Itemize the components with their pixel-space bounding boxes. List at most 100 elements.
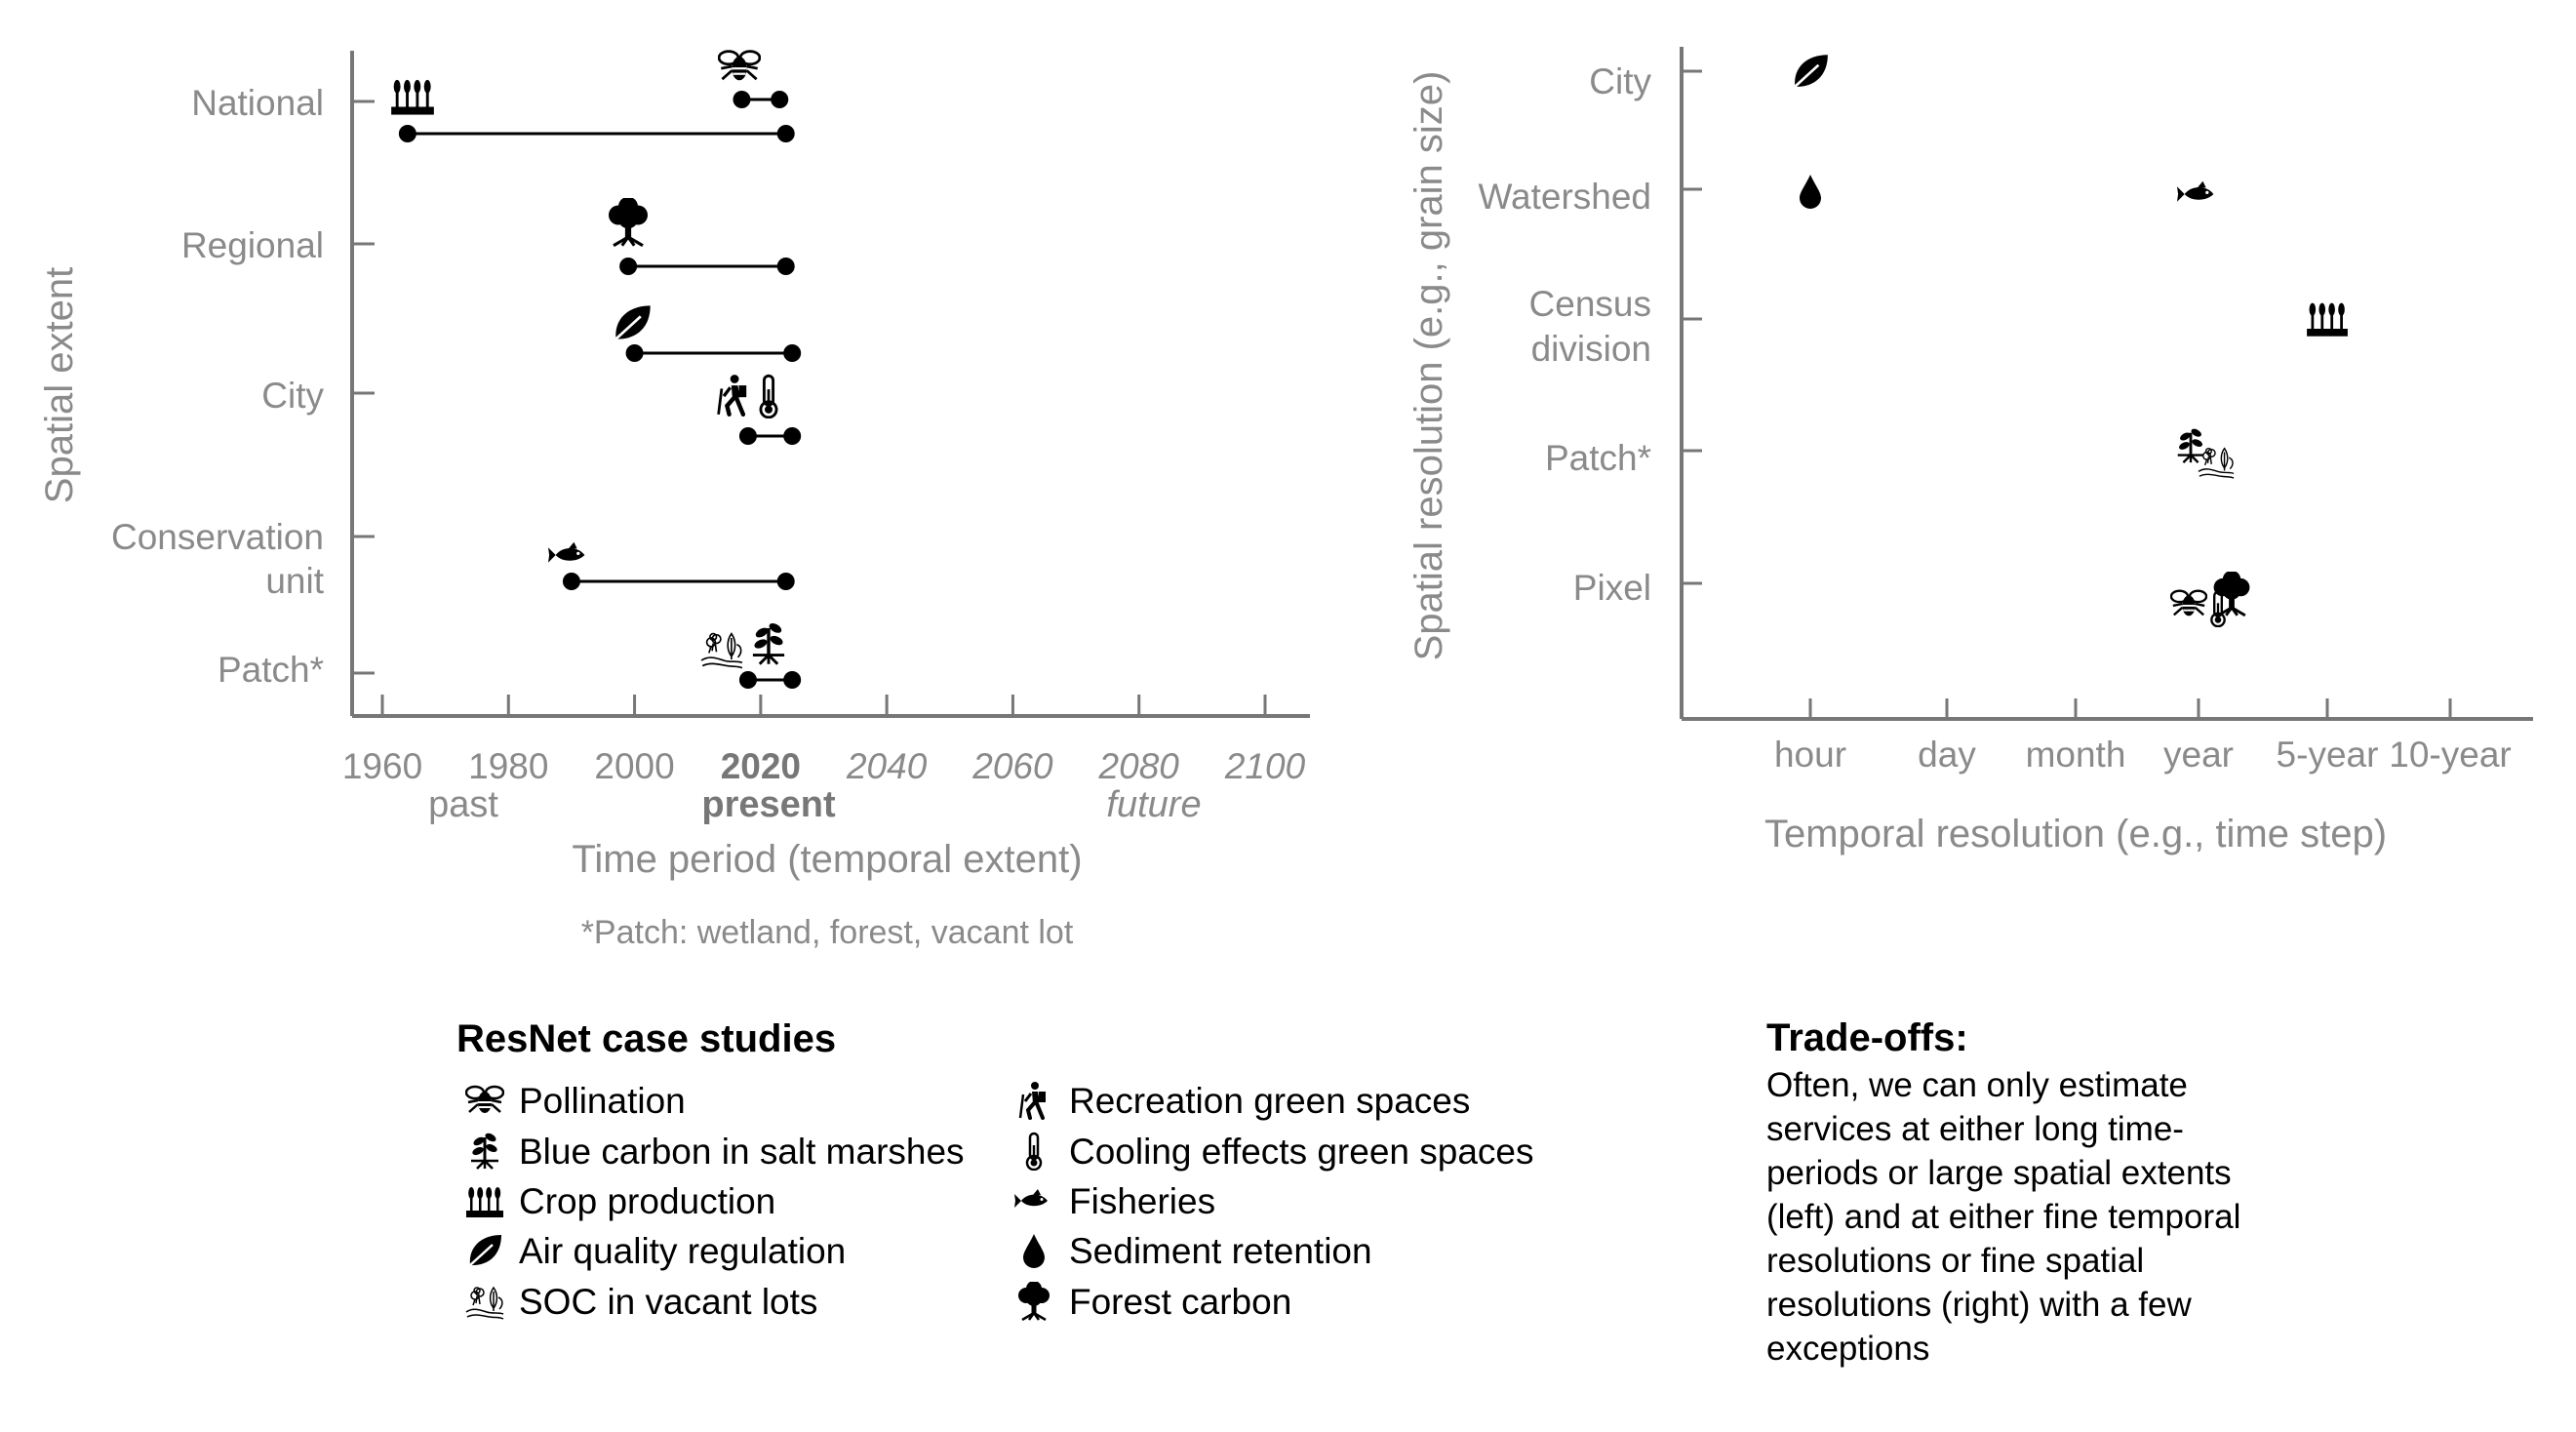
fish-icon	[548, 541, 585, 563]
leaf-icon	[1793, 53, 1830, 89]
right-x-tick-label: 10-year	[2389, 735, 2511, 775]
legend-item-label: Blue carbon in salt marshes	[519, 1132, 965, 1172]
wheat-icon	[391, 79, 434, 115]
bee-icon	[718, 50, 761, 82]
range-start-dot	[625, 344, 644, 362]
range-segment	[562, 573, 795, 590]
right-x-tick-label: 5-year	[2277, 735, 2379, 775]
tradeoffs-title: Trade-offs:	[1766, 1016, 1968, 1059]
legend-item: SOC in vacant lots	[465, 1282, 817, 1322]
left-x-tick-label: 1980	[468, 746, 548, 786]
right-x-tick-label: month	[2026, 735, 2126, 775]
left-y-tick-label: City	[261, 376, 324, 416]
legend-item-label: Cooling effects green spaces	[1069, 1132, 1534, 1172]
range-end-dot	[783, 344, 802, 362]
sprout-icon	[469, 1132, 500, 1171]
legend-item: Crop production	[466, 1181, 775, 1221]
bee-icon	[465, 1085, 504, 1115]
range-segment	[733, 91, 789, 108]
range-segment	[738, 427, 802, 445]
soil-icon	[2198, 447, 2235, 479]
thermometer-icon	[759, 374, 778, 418]
soil-icon	[700, 632, 743, 669]
range-end-dot	[783, 671, 802, 689]
sprout-icon	[751, 621, 786, 666]
range-start-dot	[738, 427, 757, 445]
range-end-dot	[776, 258, 795, 275]
right-y-axis-title: Spatial resolution (e.g., grain size)	[1407, 71, 1450, 661]
hiker-icon	[1018, 1081, 1048, 1120]
period-future: future	[1106, 784, 1201, 825]
tradeoffs-line: resolutions (right) with a few	[1766, 1286, 2192, 1324]
range-start-dot	[733, 91, 751, 108]
left-y-tick-label: Regional	[181, 225, 324, 265]
left-y-tick-label: Patch*	[218, 650, 324, 690]
tree-icon	[607, 198, 650, 247]
legend: ResNet case studies Pollination Blue carb…	[456, 1017, 1534, 1322]
legend-item: Fisheries	[1014, 1181, 1215, 1221]
left-x-tick-label: 2040	[846, 746, 928, 786]
legend-item-label: Sediment retention	[1069, 1231, 1372, 1271]
left-footnote: *Patch: wetland, forest, vacant lot	[581, 914, 1074, 951]
legend-item-label: Pollination	[519, 1081, 686, 1121]
left-y-tick-label: National	[191, 83, 324, 123]
right-x-tick-label: hour	[1774, 735, 1846, 775]
legend-item-label: Air quality regulation	[519, 1231, 846, 1271]
legend-item: Pollination	[465, 1081, 686, 1121]
wheat-icon	[2307, 302, 2348, 337]
legend-item-label: Forest carbon	[1069, 1282, 1291, 1322]
right-y-tick-label: City	[1589, 61, 1651, 101]
range-start-dot	[562, 573, 580, 590]
legend-item-label: SOC in vacant lots	[519, 1282, 817, 1322]
left-x-tick-label: 2020	[721, 746, 801, 786]
tradeoffs-panel: Trade-offs: Often, we can only estimate s…	[1766, 1016, 2240, 1368]
right-y-tick-label: Watershed	[1478, 177, 1651, 217]
legend-item: Cooling effects green spaces	[1025, 1132, 1534, 1172]
range-segment	[625, 344, 802, 362]
left-x-tick-label: 2080	[1098, 746, 1180, 786]
period-present: present	[701, 784, 836, 825]
range-start-dot	[398, 125, 416, 142]
thermometer-icon	[1025, 1132, 1043, 1171]
range-segment	[738, 671, 802, 689]
left-x-tick-label: 1960	[342, 746, 422, 786]
leaf-icon	[614, 304, 653, 340]
range-segment	[619, 258, 795, 275]
left-y-tick-label: Conservation	[111, 517, 324, 557]
legend-item: Sediment retention	[1023, 1231, 1372, 1271]
legend-item-label: Fisheries	[1069, 1181, 1215, 1221]
left-x-axis-title: Time period (temporal extent)	[572, 838, 1082, 881]
range-end-dot	[776, 125, 795, 142]
thermometer-icon	[2210, 590, 2226, 627]
legend-item: Forest carbon	[1016, 1282, 1291, 1322]
sprout-icon	[2176, 427, 2205, 464]
range-end-dot	[771, 91, 789, 108]
legend-item-label: Recreation green spaces	[1069, 1081, 1470, 1121]
period-past: past	[428, 784, 498, 825]
soil-icon	[465, 1287, 504, 1320]
legend-item: Air quality regulation	[468, 1231, 846, 1271]
range-segment	[398, 125, 795, 142]
left-x-tick-label: 2100	[1224, 746, 1306, 786]
legend-title: ResNet case studies	[456, 1017, 836, 1060]
legend-item: Blue carbon in salt marshes	[469, 1132, 965, 1172]
wheat-icon	[466, 1187, 503, 1217]
drop-icon	[1023, 1234, 1045, 1268]
range-start-dot	[738, 671, 757, 689]
legend-item: Recreation green spaces	[1018, 1081, 1470, 1121]
left-x-tick-label: 2000	[594, 746, 674, 786]
right-y-tick-label: division	[1531, 329, 1651, 369]
leaf-icon	[468, 1233, 503, 1267]
right-x-axis-title: Temporal resolution (e.g., time step)	[1764, 813, 2387, 855]
right-x-tick-label: day	[1918, 735, 1976, 775]
bee-icon	[2170, 589, 2207, 617]
tradeoffs-line: periods or large spatial extents	[1766, 1154, 2232, 1192]
right-y-tick-label: Patch*	[1545, 438, 1651, 478]
fish-icon	[1014, 1189, 1048, 1208]
left-y-axis-title: Spatial extent	[38, 267, 81, 503]
right-x-tick-label: year	[2163, 735, 2234, 775]
tradeoffs-line: services at either long time-	[1766, 1110, 2184, 1148]
right-y-tick-label: Pixel	[1573, 568, 1651, 608]
